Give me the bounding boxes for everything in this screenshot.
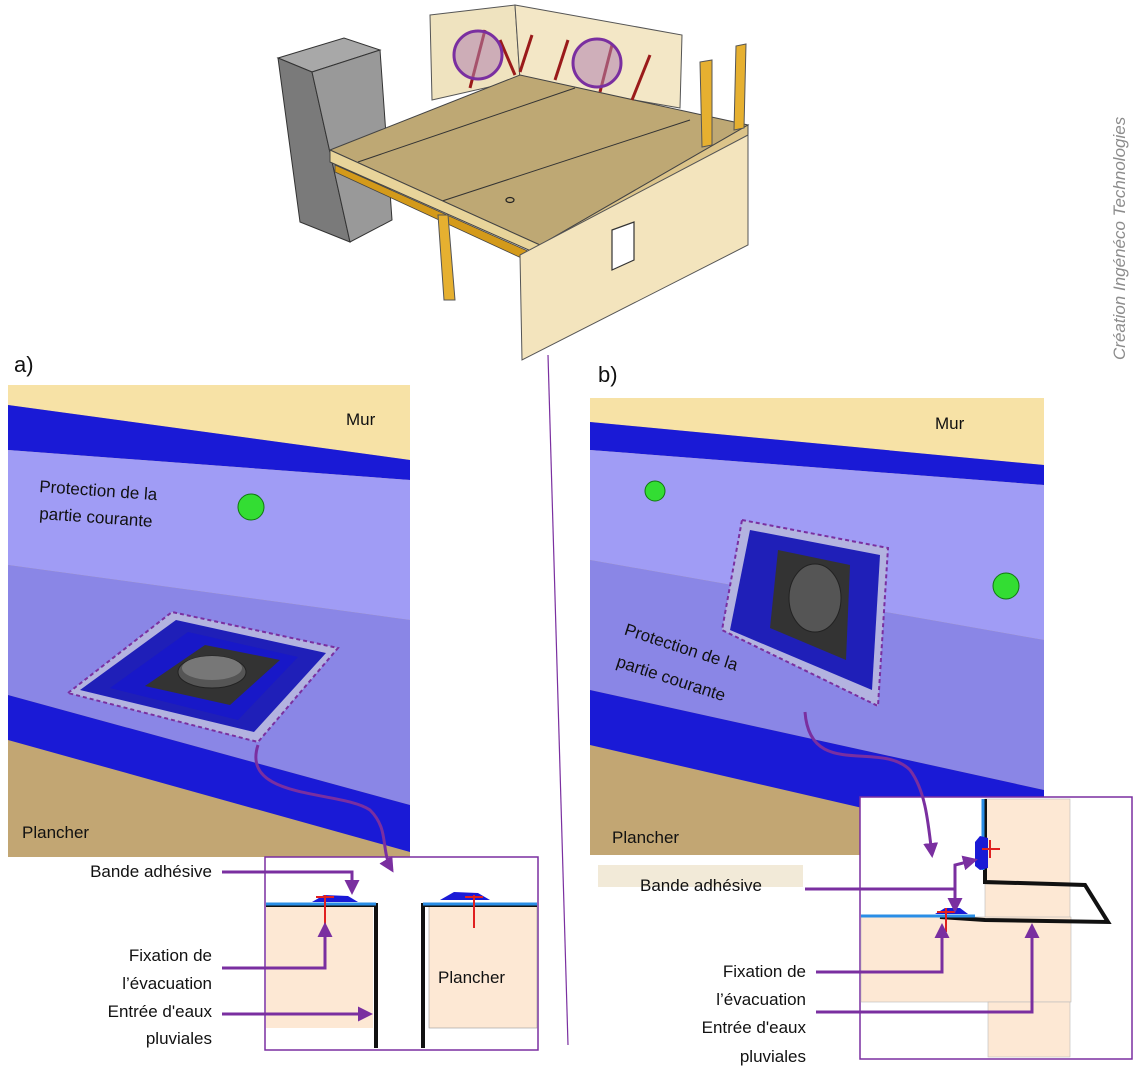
detail-a-inlet-line1: Entrée d'eaux xyxy=(107,1002,212,1021)
detail-a-tape-label: Bande adhésive xyxy=(90,862,212,881)
panel-b-floor-label: Plancher xyxy=(612,828,680,847)
detail-b-tape-label: Bande adhésive xyxy=(640,876,762,895)
panel-b-wall-label: Mur xyxy=(935,414,965,433)
detail-b-inlet-line2: pluviales xyxy=(739,1047,806,1066)
detail-b-fixing-line2: l’évacuation xyxy=(716,990,806,1009)
detail-a-fixing-line1: Fixation de xyxy=(128,946,212,965)
detail-a-section xyxy=(264,856,539,1051)
panel-a-rendering xyxy=(8,385,410,857)
panel-a-floor-label: Plancher xyxy=(22,823,90,842)
detail-b-fixing-line1: Fixation de xyxy=(722,962,806,981)
credit-text: Création Ingénéco Technologies xyxy=(1110,116,1129,360)
panel-b-letter: b) xyxy=(598,362,618,387)
overview-model xyxy=(276,4,750,1046)
panel-b-rendering xyxy=(590,398,1044,887)
panel-a-letter: a) xyxy=(14,352,34,377)
callout-arrows xyxy=(222,711,1040,1022)
detail-b-inlet-line1: Entrée d'eaux xyxy=(701,1018,806,1037)
panel-a-wall-label: Mur xyxy=(346,410,376,429)
detail-a-inlet-line2: pluviales xyxy=(145,1029,212,1048)
detail-b-section xyxy=(859,796,1133,1060)
detail-a-fixing-line2: l’évacuation xyxy=(122,974,212,993)
detail-a-floor-label: Plancher xyxy=(438,968,506,987)
